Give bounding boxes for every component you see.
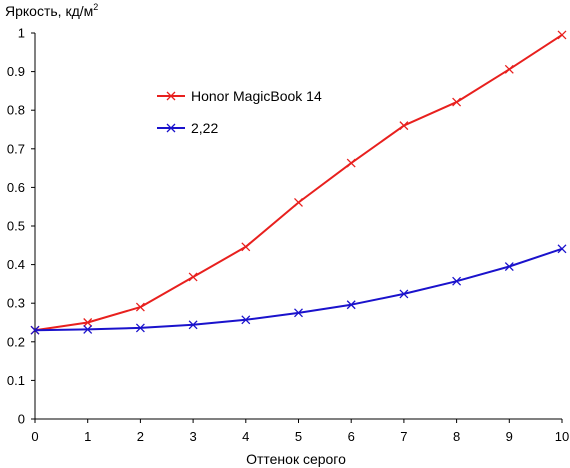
legend-swatch-marker bbox=[166, 91, 176, 101]
legend-label: 2,22 bbox=[191, 120, 218, 136]
data-point-marker bbox=[557, 244, 567, 254]
data-point-marker bbox=[504, 64, 514, 74]
y-tick-label: 0.7 bbox=[7, 141, 25, 156]
y-tick-label: 1 bbox=[18, 26, 25, 41]
data-point-marker bbox=[30, 325, 40, 335]
y-tick-label: 0.4 bbox=[7, 257, 25, 272]
data-point-marker bbox=[135, 323, 145, 333]
data-point-marker bbox=[135, 302, 145, 312]
y-tick-label: 0 bbox=[18, 412, 25, 427]
x-tick-label: 8 bbox=[453, 429, 460, 444]
y-tick-label: 0.8 bbox=[7, 103, 25, 118]
y-axis-title-superscript: 2 bbox=[93, 2, 98, 12]
y-tick-label: 0.9 bbox=[7, 64, 25, 79]
y-axis-title-text: Яркость, кд/м bbox=[5, 3, 93, 19]
x-tick-label: 10 bbox=[555, 429, 569, 444]
x-axis: 0 1 2 3 4 5 6 7 8 9 10 bbox=[31, 418, 569, 444]
y-tick-label: 0.6 bbox=[7, 180, 25, 195]
series-line bbox=[34, 247, 563, 332]
x-tick-label: 0 bbox=[31, 429, 38, 444]
series-layer bbox=[30, 30, 567, 335]
legend-label: Honor MagicBook 14 bbox=[191, 88, 322, 104]
x-axis-title: Оттенок серого bbox=[246, 451, 346, 467]
data-point-marker bbox=[188, 320, 198, 330]
series-2 bbox=[30, 244, 567, 335]
data-point-marker bbox=[399, 289, 409, 299]
y-axis-title: Яркость, кд/м2 bbox=[5, 2, 98, 19]
legend-swatch-marker bbox=[166, 123, 176, 133]
x-tick-label: 5 bbox=[295, 429, 302, 444]
y-axis: 0 0.1 0.2 0.3 0.4 0.5 0.6 0.7 0.8 0.9 1 bbox=[7, 26, 36, 427]
legend-item: 2,22 bbox=[157, 120, 218, 136]
data-point-marker bbox=[346, 300, 356, 310]
legend-item: Honor MagicBook 14 bbox=[157, 88, 322, 104]
x-tick-label: 1 bbox=[84, 429, 91, 444]
data-point-marker bbox=[83, 324, 93, 334]
data-point-marker bbox=[504, 262, 514, 271]
x-tick-label: 6 bbox=[348, 429, 355, 444]
y-tick-label: 0.3 bbox=[7, 296, 25, 311]
data-point-marker bbox=[241, 242, 251, 252]
x-tick-label: 3 bbox=[189, 429, 196, 444]
data-point-marker bbox=[557, 30, 567, 40]
data-point-marker bbox=[399, 121, 409, 131]
data-point-marker bbox=[241, 315, 251, 325]
data-point-marker bbox=[294, 308, 303, 318]
x-tick-label: 9 bbox=[506, 429, 513, 444]
y-tick-label: 0.1 bbox=[7, 373, 25, 388]
y-tick-label: 0.2 bbox=[7, 334, 25, 349]
y-tick-label: 0.5 bbox=[7, 219, 25, 234]
x-tick-label: 4 bbox=[242, 429, 249, 444]
data-point-marker bbox=[294, 197, 303, 207]
data-point-marker bbox=[452, 97, 462, 107]
x-tick-label: 2 bbox=[137, 429, 144, 444]
series-line bbox=[34, 34, 563, 332]
series-1 bbox=[30, 30, 567, 335]
data-point-marker bbox=[452, 276, 462, 286]
x-tick-label: 7 bbox=[400, 429, 407, 444]
data-point-marker bbox=[346, 158, 356, 168]
legend: Honor MagicBook 14 2,22 bbox=[157, 88, 322, 136]
data-point-marker bbox=[188, 272, 198, 282]
data-point-marker bbox=[83, 318, 93, 327]
